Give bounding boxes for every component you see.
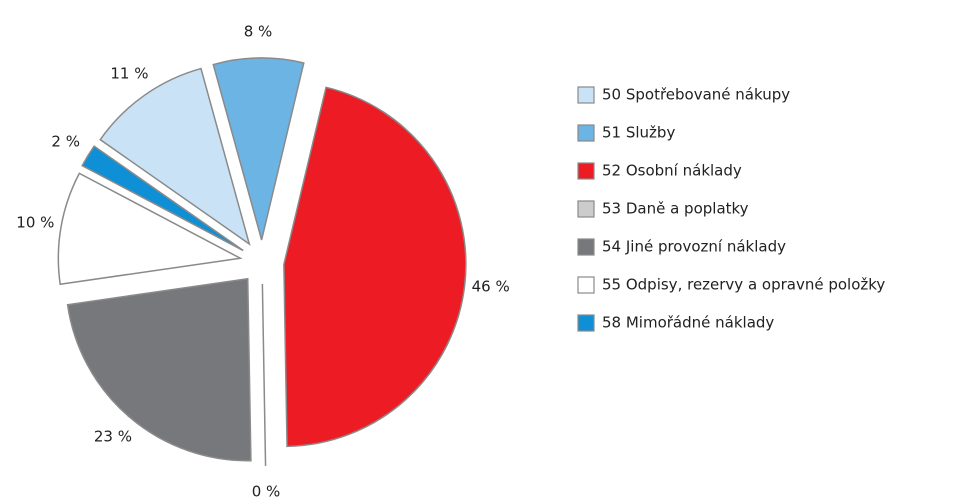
legend-label: 50 Spotřebované nákupy (602, 86, 790, 104)
legend-swatch (577, 200, 595, 218)
legend-swatch (577, 124, 595, 142)
legend-label: 52 Osobní náklady (602, 162, 742, 180)
pie-slice (66, 277, 252, 462)
legend-label: 54 Jiné provozní náklady (602, 238, 786, 256)
legend-swatch (577, 314, 595, 332)
legend-swatch (577, 238, 595, 256)
slice-label: 10 % (16, 213, 54, 231)
legend-swatch (577, 162, 595, 180)
pie-slice (212, 57, 305, 241)
slice-label: 2 % (51, 133, 80, 151)
pie-slice (261, 283, 267, 466)
pie-slice (99, 67, 251, 246)
pie-slice (283, 86, 467, 448)
slice-label: 46 % (472, 277, 510, 295)
pie-slice (57, 172, 243, 286)
slice-label: 0 % (252, 482, 281, 500)
legend-label: 58 Mimořádné náklady (602, 314, 774, 332)
legend-label: 51 Služby (602, 124, 675, 142)
slice-label: 11 % (110, 65, 148, 83)
slice-label: 23 % (94, 428, 132, 446)
legend-swatch (577, 86, 595, 104)
legend-label: 53 Daně a poplatky (602, 200, 749, 218)
slice-label: 8 % (244, 23, 273, 41)
legend-swatch (577, 276, 595, 294)
pie-slice (81, 145, 244, 252)
legend-label: 55 Odpisy, rezervy a opravné položky (602, 276, 885, 294)
